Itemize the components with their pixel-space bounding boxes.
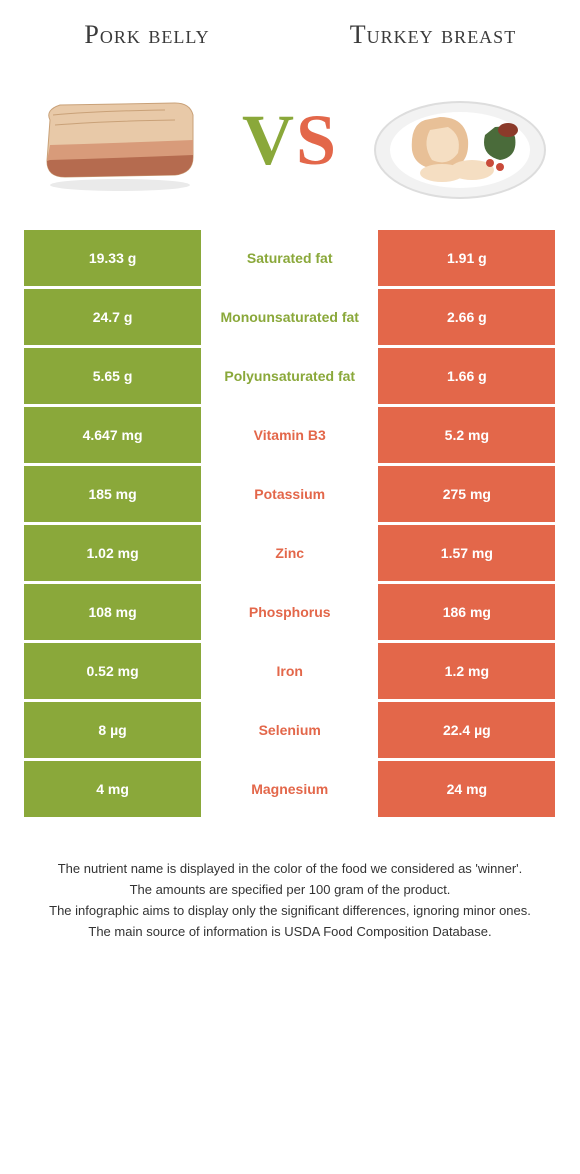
vs-label: VS xyxy=(242,99,338,182)
left-value: 1.02 mg xyxy=(24,525,201,581)
left-value: 19.33 g xyxy=(24,230,201,286)
nutrient-label: Potassium xyxy=(201,466,378,522)
table-row: 19.33 gSaturated fat1.91 g xyxy=(24,230,556,286)
footnote-line: The main source of information is USDA F… xyxy=(28,923,552,942)
nutrient-label: Magnesium xyxy=(201,761,378,817)
right-value: 5.2 mg xyxy=(378,407,555,463)
left-value: 108 mg xyxy=(24,584,201,640)
right-food-title: Turkey breast xyxy=(316,20,550,50)
right-value: 2.66 g xyxy=(378,289,555,345)
footnotes: The nutrient name is displayed in the co… xyxy=(0,820,580,941)
pork-belly-image xyxy=(30,70,210,210)
right-value: 1.66 g xyxy=(378,348,555,404)
nutrient-label: Vitamin B3 xyxy=(201,407,378,463)
footnote-line: The infographic aims to display only the… xyxy=(28,902,552,921)
left-value: 24.7 g xyxy=(24,289,201,345)
turkey-breast-icon xyxy=(370,75,550,205)
footnote-line: The nutrient name is displayed in the co… xyxy=(28,860,552,879)
table-row: 185 mgPotassium275 mg xyxy=(24,466,556,522)
left-value: 4.647 mg xyxy=(24,407,201,463)
table-row: 8 µgSelenium22.4 µg xyxy=(24,702,556,758)
table-row: 1.02 mgZinc1.57 mg xyxy=(24,525,556,581)
nutrient-label: Polyunsaturated fat xyxy=(201,348,378,404)
right-value: 186 mg xyxy=(378,584,555,640)
table-row: 108 mgPhosphorus186 mg xyxy=(24,584,556,640)
vs-s: S xyxy=(296,100,338,180)
nutrient-label: Monounsaturated fat xyxy=(201,289,378,345)
vs-v: V xyxy=(242,100,296,180)
footnote-line: The amounts are specified per 100 gram o… xyxy=(28,881,552,900)
right-value: 275 mg xyxy=(378,466,555,522)
table-row: 0.52 mgIron1.2 mg xyxy=(24,643,556,699)
table-row: 4.647 mgVitamin B35.2 mg xyxy=(24,407,556,463)
comparison-table: 19.33 gSaturated fat1.91 g24.7 gMonounsa… xyxy=(0,230,580,817)
right-value: 1.91 g xyxy=(378,230,555,286)
turkey-breast-image xyxy=(370,70,550,210)
nutrient-label: Iron xyxy=(201,643,378,699)
pork-belly-icon xyxy=(35,85,205,195)
left-value: 4 mg xyxy=(24,761,201,817)
images-row: VS xyxy=(0,60,580,230)
left-value: 0.52 mg xyxy=(24,643,201,699)
nutrient-label: Selenium xyxy=(201,702,378,758)
table-row: 4 mgMagnesium24 mg xyxy=(24,761,556,817)
left-value: 185 mg xyxy=(24,466,201,522)
nutrient-label: Saturated fat xyxy=(201,230,378,286)
header: Pork belly Turkey breast xyxy=(0,0,580,60)
right-value: 1.2 mg xyxy=(378,643,555,699)
table-row: 5.65 gPolyunsaturated fat1.66 g xyxy=(24,348,556,404)
left-value: 5.65 g xyxy=(24,348,201,404)
right-value: 1.57 mg xyxy=(378,525,555,581)
table-row: 24.7 gMonounsaturated fat2.66 g xyxy=(24,289,556,345)
nutrient-label: Phosphorus xyxy=(201,584,378,640)
left-value: 8 µg xyxy=(24,702,201,758)
right-value: 22.4 µg xyxy=(378,702,555,758)
right-value: 24 mg xyxy=(378,761,555,817)
left-food-title: Pork belly xyxy=(30,20,264,50)
nutrient-label: Zinc xyxy=(201,525,378,581)
